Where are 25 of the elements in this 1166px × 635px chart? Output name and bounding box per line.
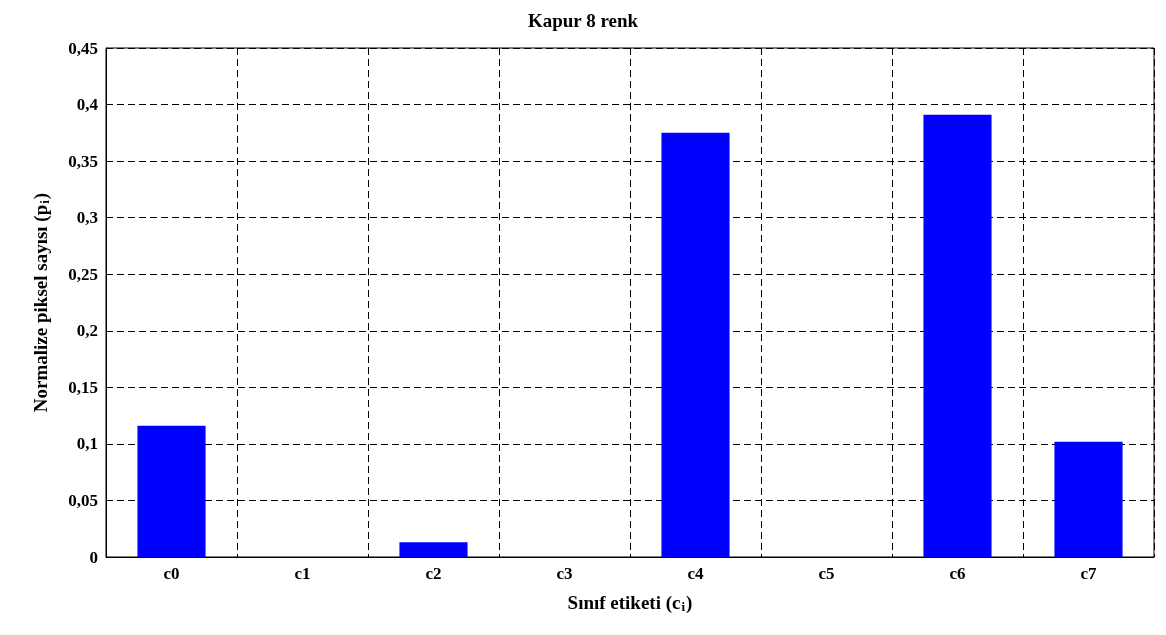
bar <box>399 542 468 557</box>
y-tick-label: 0,1 <box>76 434 98 454</box>
x-tick-label: c1 <box>294 564 311 583</box>
x-tick-label: c2 <box>425 564 442 583</box>
y-tick-label: 0,05 <box>68 490 98 510</box>
y-tick-label: 0,35 <box>68 151 98 171</box>
x-tick-label: c7 <box>1080 564 1098 583</box>
bar <box>1054 441 1123 557</box>
x-tick-label: c5 <box>818 564 835 583</box>
bar <box>137 425 206 557</box>
y-tick-label: 0,45 <box>68 38 98 58</box>
bar <box>661 132 730 557</box>
x-tick-label: c4 <box>687 564 705 583</box>
chart-title: Kapur 8 renk <box>527 10 639 31</box>
y-tick-label: 0,2 <box>76 321 98 341</box>
x-tick-label: c6 <box>949 564 966 583</box>
x-tick-label: c3 <box>556 564 573 583</box>
y-tick-label: 0,25 <box>68 264 98 284</box>
y-tick-label: 0,4 <box>76 95 99 115</box>
x-tick-label: c0 <box>163 564 180 583</box>
y-tick-label: 0,3 <box>76 208 98 228</box>
y-tick-label: 0,15 <box>68 377 98 397</box>
bar <box>923 114 992 557</box>
y-axis-title: Normalize piksel sayısı (pi) <box>29 192 52 413</box>
y-tick-label: 0 <box>89 547 98 567</box>
